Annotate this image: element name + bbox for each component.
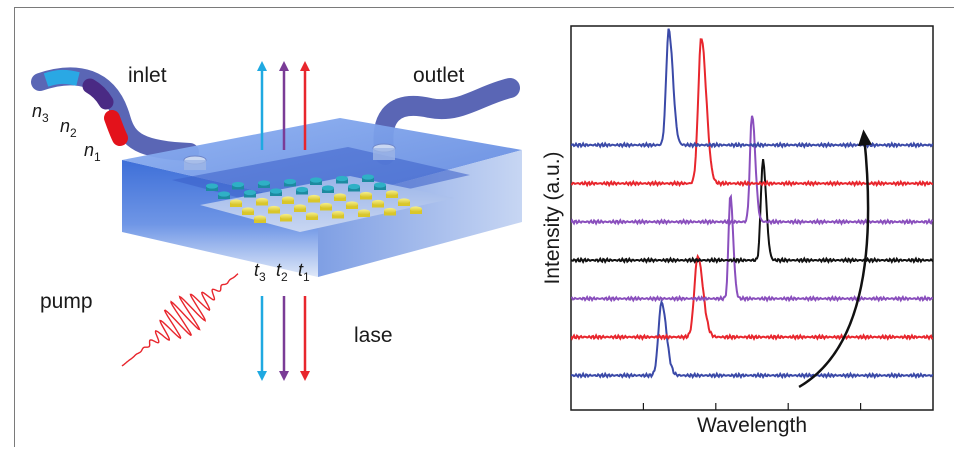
nanopillar-top bbox=[284, 178, 296, 185]
nanopillar-top bbox=[348, 183, 360, 190]
pump-wave bbox=[121, 273, 239, 367]
spectrum-trace-3 bbox=[571, 193, 933, 303]
nanopillar-top bbox=[268, 205, 280, 212]
fluid-segment-n1 bbox=[104, 110, 128, 146]
nanopillar-top bbox=[398, 198, 410, 204]
nanopillar-top bbox=[218, 191, 230, 197]
nanopillar-top bbox=[360, 191, 372, 198]
nanopillar-top bbox=[308, 194, 320, 201]
nanopillar-top bbox=[358, 209, 370, 215]
nanopillar-top bbox=[322, 185, 334, 191]
pump-label: pump bbox=[40, 290, 93, 313]
nanopillar-top bbox=[346, 201, 358, 207]
nanopillar-top bbox=[258, 180, 270, 186]
spectra-chart: Wavelength Intensity (a.u.) bbox=[541, 25, 934, 437]
spectrum-trace-7 bbox=[571, 28, 933, 149]
nanopillar-top bbox=[254, 215, 266, 221]
fluid-segment-n3 bbox=[43, 69, 80, 87]
y-axis-label: Intensity (a.u.) bbox=[541, 151, 564, 284]
x-axis-ticks bbox=[642, 403, 862, 410]
nanopillar-top bbox=[386, 190, 398, 196]
fluid-segment-n2 bbox=[82, 78, 114, 110]
nanopillar-top bbox=[332, 210, 344, 217]
nanopillar-top bbox=[232, 181, 244, 188]
nanopillar-top bbox=[384, 207, 396, 214]
index-label-n2: n2 bbox=[60, 116, 77, 140]
nanopillar-top bbox=[410, 206, 422, 212]
nanopillar-top bbox=[320, 202, 332, 209]
index-label-n1: n1 bbox=[84, 140, 101, 164]
nanopillar-top bbox=[242, 207, 254, 213]
inlet-label: inlet bbox=[128, 64, 167, 87]
outlet-tubing bbox=[373, 78, 520, 165]
nanopillar-top bbox=[294, 204, 306, 210]
spectrum-trace-6 bbox=[571, 38, 933, 188]
spectrum-trace-1 bbox=[571, 299, 933, 380]
pump-pulse bbox=[121, 273, 239, 367]
spectrum-trace-5 bbox=[571, 115, 933, 226]
spectrum-trace-4 bbox=[571, 158, 933, 264]
outlet-label: outlet bbox=[413, 64, 465, 87]
thickness-label-t2: t2 bbox=[276, 260, 288, 284]
nanopillar-top bbox=[372, 199, 384, 206]
nanopillar-top bbox=[296, 186, 308, 193]
nanopillar-top bbox=[306, 212, 318, 218]
spectral-traces bbox=[571, 28, 933, 380]
nanopillar-top bbox=[336, 175, 348, 182]
lase-label: lase bbox=[354, 324, 393, 347]
plot-area bbox=[570, 25, 934, 411]
shift-arrow bbox=[798, 129, 872, 389]
nanopillar-top bbox=[310, 177, 322, 183]
nanopillar-top bbox=[280, 213, 292, 220]
nanopillar-top bbox=[282, 196, 294, 202]
chip-front bbox=[122, 160, 318, 277]
thickness-label-t1: t1 bbox=[298, 260, 310, 284]
nanopillar-top bbox=[374, 182, 386, 188]
spectrum-trace-2 bbox=[571, 253, 933, 341]
nanopillar-top bbox=[230, 199, 242, 205]
figure-frame bbox=[14, 7, 954, 447]
microfluidic-chip: inlet outlet pump lase n3 n2 n1 t3 t2 t1 bbox=[31, 61, 522, 381]
nanopillar-top bbox=[270, 188, 282, 194]
nanopillar-top bbox=[362, 174, 374, 180]
nanopillar-top bbox=[334, 193, 346, 199]
nanopillar-array bbox=[206, 174, 422, 223]
nanopillar-top bbox=[206, 183, 218, 189]
nanopillar-top bbox=[244, 189, 256, 196]
index-label-n3: n3 bbox=[32, 101, 49, 125]
nanopillar-top bbox=[256, 197, 268, 204]
thickness-label-t3: t3 bbox=[254, 260, 266, 284]
x-axis-label: Wavelength bbox=[697, 414, 807, 437]
